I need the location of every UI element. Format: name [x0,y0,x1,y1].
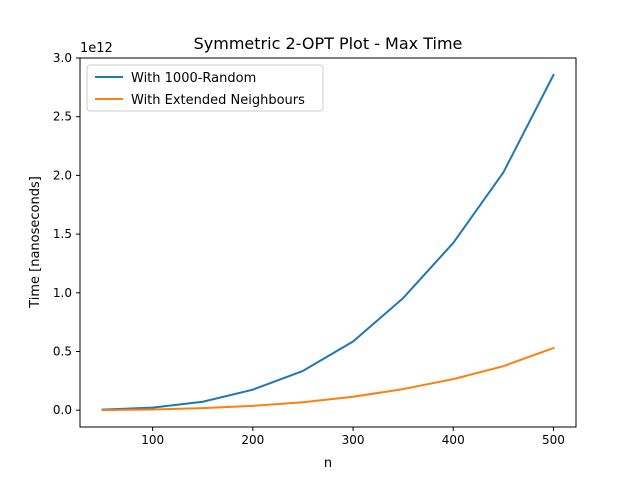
y-axis-label: Time [nanoseconds] [28,176,43,309]
y-tick-label: 1.0 [53,286,72,300]
axes-frame [79,57,577,428]
x-tick-label: 300 [342,433,365,447]
legend-label-2: With Extended Neighbours [131,93,305,108]
y-tick-label: 2.5 [53,110,72,124]
legend-box [86,64,324,112]
y-tick-label: 3.0 [53,51,72,65]
y-tick-label: 1.5 [53,227,72,241]
x-tick-label: 400 [442,433,465,447]
legend-label-1: With 1000-Random [131,71,256,86]
series-line-1 [101,73,555,411]
chart-title: Symmetric 2-OPT Plot - Max Time [194,34,463,53]
y-tick-label: 0.5 [53,345,72,359]
series-line-2 [101,346,555,412]
y-tick-label: 2.0 [53,168,72,182]
y-axis-offset-label: 1e12 [80,41,113,56]
x-tick-label: 100 [141,433,164,447]
y-tick-label: 0.0 [53,403,72,417]
plot-area: 100 200 300 400 500 0.0 0.5 1.0 1.5 2.0 2.5 3.0 With… [53,51,577,447]
x-axis-label: n [324,456,332,471]
x-tick-label: 200 [241,433,264,447]
x-tick-label: 500 [542,433,565,447]
